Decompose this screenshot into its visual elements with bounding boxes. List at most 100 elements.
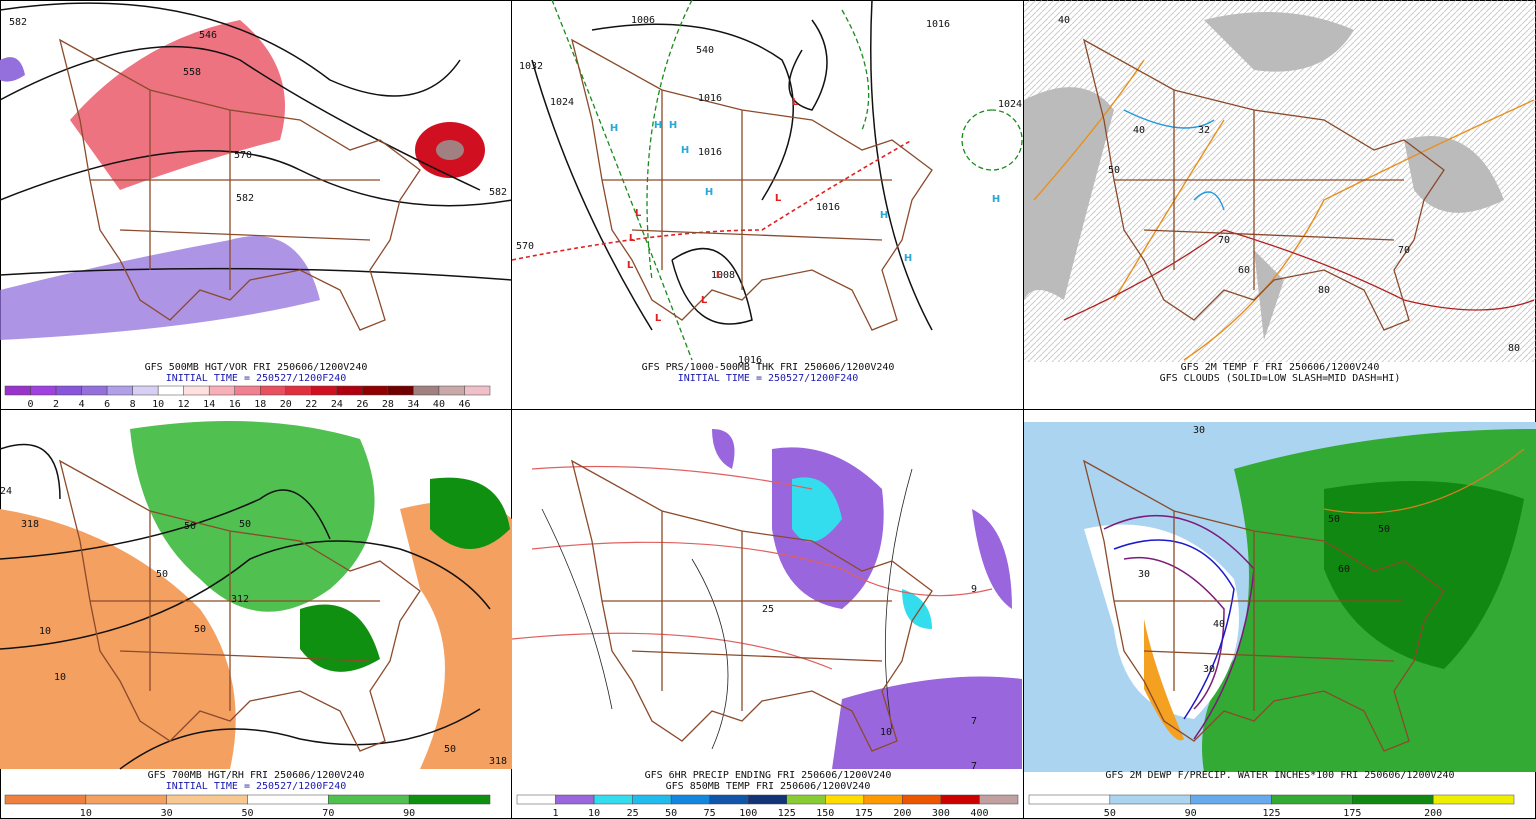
contour-label: 1016 <box>698 147 722 158</box>
contour-label: 1008 <box>711 270 735 281</box>
colorbar-label: 10 <box>588 808 600 819</box>
panel: 40 40 32 70 60 80 80 70 50 GFS 2M TEMP F FRI 2506… <box>1058 15 1520 384</box>
contour-label: 570 <box>516 241 534 252</box>
colorbar-label: 125 <box>1262 808 1280 819</box>
contour-label: 10 <box>880 727 892 738</box>
contour-label: 312 <box>231 594 249 605</box>
colorbar-swatch <box>1190 794 1272 805</box>
colorbar-swatch <box>632 794 672 805</box>
colorbar-swatch <box>311 385 338 396</box>
high-marker: H <box>705 187 713 198</box>
contour-label: 10 <box>39 626 51 637</box>
colorbar-label: 200 <box>1424 808 1442 819</box>
contour-label: 60 <box>1338 564 1350 575</box>
colorbar-swatch <box>902 794 942 805</box>
colorbar-swatch <box>85 794 167 805</box>
contour-label: 540 <box>696 45 714 56</box>
panel: 30 30 50 60 50 40 30 GFS 2M DEWP F/PRECIP. WATE… <box>1028 425 1515 819</box>
contour-label: 318 <box>489 756 507 767</box>
low-marker: L <box>792 97 799 108</box>
colorbar-swatch <box>362 385 389 396</box>
contour-label: 25 <box>762 604 774 615</box>
colorbar-swatch <box>132 385 159 396</box>
colorbar-label: 8 <box>130 399 136 410</box>
colorbar-swatch <box>208 385 235 396</box>
contour-label: 40 <box>1133 125 1145 136</box>
colorbar-swatch <box>260 385 287 396</box>
contour-label: 1016 <box>926 19 950 30</box>
colorbar-swatch <box>1352 794 1434 805</box>
colorbar-swatch <box>4 385 31 396</box>
colorbar-swatch <box>106 385 133 396</box>
colorbar-label: 30 <box>161 808 173 819</box>
colorbar-swatch <box>1109 794 1191 805</box>
contour-label: 30 <box>1193 425 1205 436</box>
colorbar-swatch <box>464 385 491 396</box>
high-marker: H <box>880 210 888 221</box>
colorbar-swatch <box>157 385 184 396</box>
contour-label: 50 <box>194 624 206 635</box>
caption: INITIAL TIME = 250527/1200F240 <box>166 781 347 792</box>
high-marker: H <box>610 123 618 134</box>
colorbar-swatch <box>285 385 312 396</box>
contour-label: 1016 <box>738 355 762 366</box>
low-marker: L <box>655 313 662 324</box>
colorbar-label: 22 <box>305 399 317 410</box>
contour-label: 50 <box>1378 524 1390 535</box>
contour-label: 70 <box>1218 235 1230 246</box>
contour-label: 1032 <box>519 61 543 72</box>
colorbar-label: 18 <box>254 399 266 410</box>
colorbar-swatch <box>413 385 440 396</box>
colorbar-label: 16 <box>229 399 241 410</box>
colorbar-swatch <box>555 794 595 805</box>
colorbar-swatch <box>1028 794 1111 805</box>
colorbar-label: 12 <box>178 399 190 410</box>
contour-label: 40 <box>1058 15 1070 26</box>
colorbar-swatch <box>247 794 329 805</box>
contour-label: 582 <box>489 187 507 198</box>
colorbar-label: 90 <box>1185 808 1197 819</box>
contour-label: 24 <box>0 486 12 497</box>
colorbar-swatch <box>328 794 410 805</box>
colorbar-label: 46 <box>458 399 470 410</box>
contour-label: 50 <box>184 521 196 532</box>
colorbar-swatch <box>1271 794 1353 805</box>
colorbar-label: 50 <box>241 808 253 819</box>
contour-label: 80 <box>1318 285 1330 296</box>
contour-label: 60 <box>1238 265 1250 276</box>
colorbar-label: 10 <box>80 808 92 819</box>
colorbar-swatch <box>166 794 248 805</box>
colorbar-label: 20 <box>280 399 292 410</box>
colorbar-swatch <box>747 794 788 805</box>
colorbar-label: 50 <box>1104 808 1116 819</box>
high-marker: H <box>669 120 677 131</box>
high-marker: H <box>904 253 912 264</box>
colorbar-swatch <box>593 794 633 805</box>
caption: GFS 500MB HGT/VOR FRI 250606/1200V240 <box>145 362 368 373</box>
colorbar-label: 50 <box>665 808 677 819</box>
colorbar-swatch <box>183 385 210 396</box>
contour-label: 1016 <box>816 202 840 213</box>
contour-label: 30 <box>1138 569 1150 580</box>
colorbar-label: 200 <box>893 808 911 819</box>
colorbar-swatch <box>55 385 82 396</box>
high-marker: H <box>681 145 689 156</box>
colorbar-label: 6 <box>104 399 110 410</box>
colorbar-swatch <box>940 794 980 805</box>
caption: GFS 2M DEWP F/PRECIP. WATER INCHES*100 F… <box>1105 770 1454 781</box>
low-marker: L <box>701 295 708 306</box>
contour-label: 7 <box>971 716 977 727</box>
colorbar-swatch <box>336 385 363 396</box>
contour-label: 70 <box>1398 245 1410 256</box>
contour-label: 50 <box>1328 514 1340 525</box>
contour-label: 32 <box>1198 125 1210 136</box>
contour-label: 40 <box>1213 619 1225 630</box>
colorbar-label: 10 <box>152 399 164 410</box>
contour-label: 582 <box>236 193 254 204</box>
colorbar-label: 125 <box>778 808 796 819</box>
caption: GFS 850MB TEMP FRI 250606/1200V240 <box>666 781 871 792</box>
colorbar-label: 34 <box>407 399 419 410</box>
colorbar-label: 300 <box>932 808 950 819</box>
colorbar-label: 24 <box>331 399 343 410</box>
